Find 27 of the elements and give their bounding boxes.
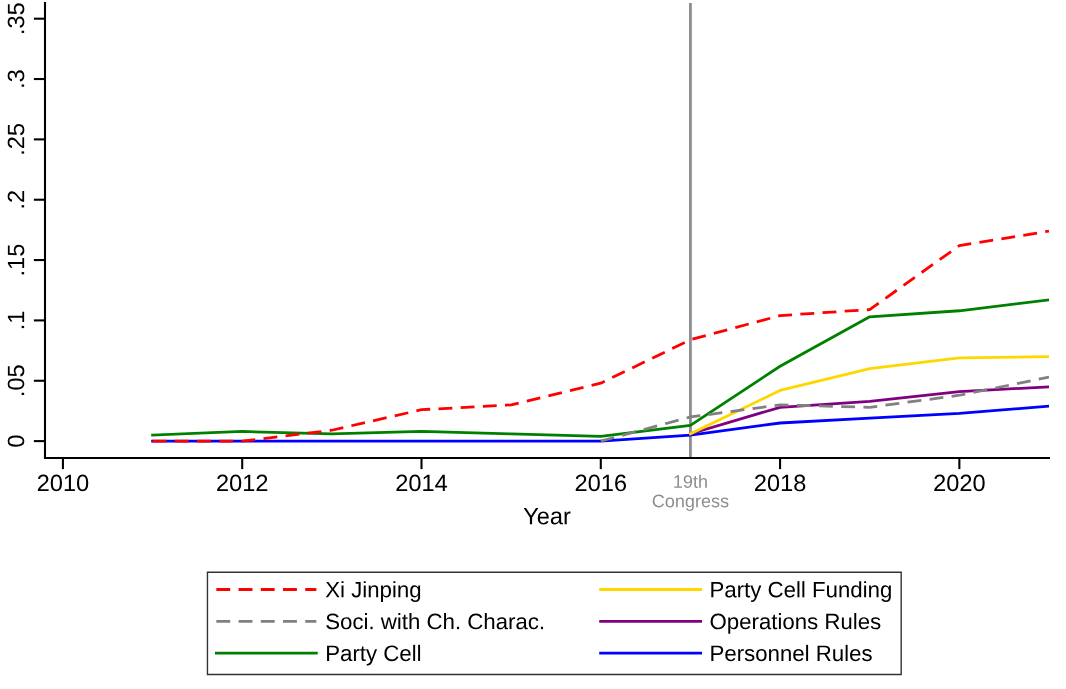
x-tick-label: 2014 [396, 474, 448, 492]
line-series [151, 229, 1049, 443]
x-tick-label: 2012 [217, 474, 268, 492]
legend-label: Party Cell Funding [711, 581, 891, 602]
y-tick-label: .3 [7, 70, 25, 87]
line-series [689, 385, 1049, 436]
legend-label: Xi Jinping [325, 581, 421, 602]
y-tick-label: .25 [7, 123, 25, 154]
y-tick-label: .35 [7, 3, 25, 33]
y-tick-label: .1 [7, 311, 25, 329]
x-tick-label: 2018 [755, 474, 806, 492]
y-tick-label: .05 [7, 365, 25, 396]
legend-label: Party Cell [327, 644, 421, 666]
x-tick-label: 2016 [575, 474, 627, 492]
y-tick-label: .15 [7, 244, 25, 275]
line-series [151, 298, 1049, 438]
y-tick-label: 0 [7, 435, 25, 447]
x-axis-title: Year [523, 507, 571, 525]
legend-label: Personnel Rules [711, 644, 872, 662]
line-series [151, 404, 1049, 443]
x-tick-label: 2020 [934, 474, 985, 492]
legend-label: Operations Rules [710, 613, 881, 634]
legend-label: Soci. with Ch. Charac. [326, 613, 544, 630]
y-tick-label: .2 [7, 191, 25, 208]
x-tick-label: 2010 [37, 474, 89, 492]
line-series [689, 355, 1049, 436]
ref-line-label: 19th Congress [652, 474, 729, 511]
